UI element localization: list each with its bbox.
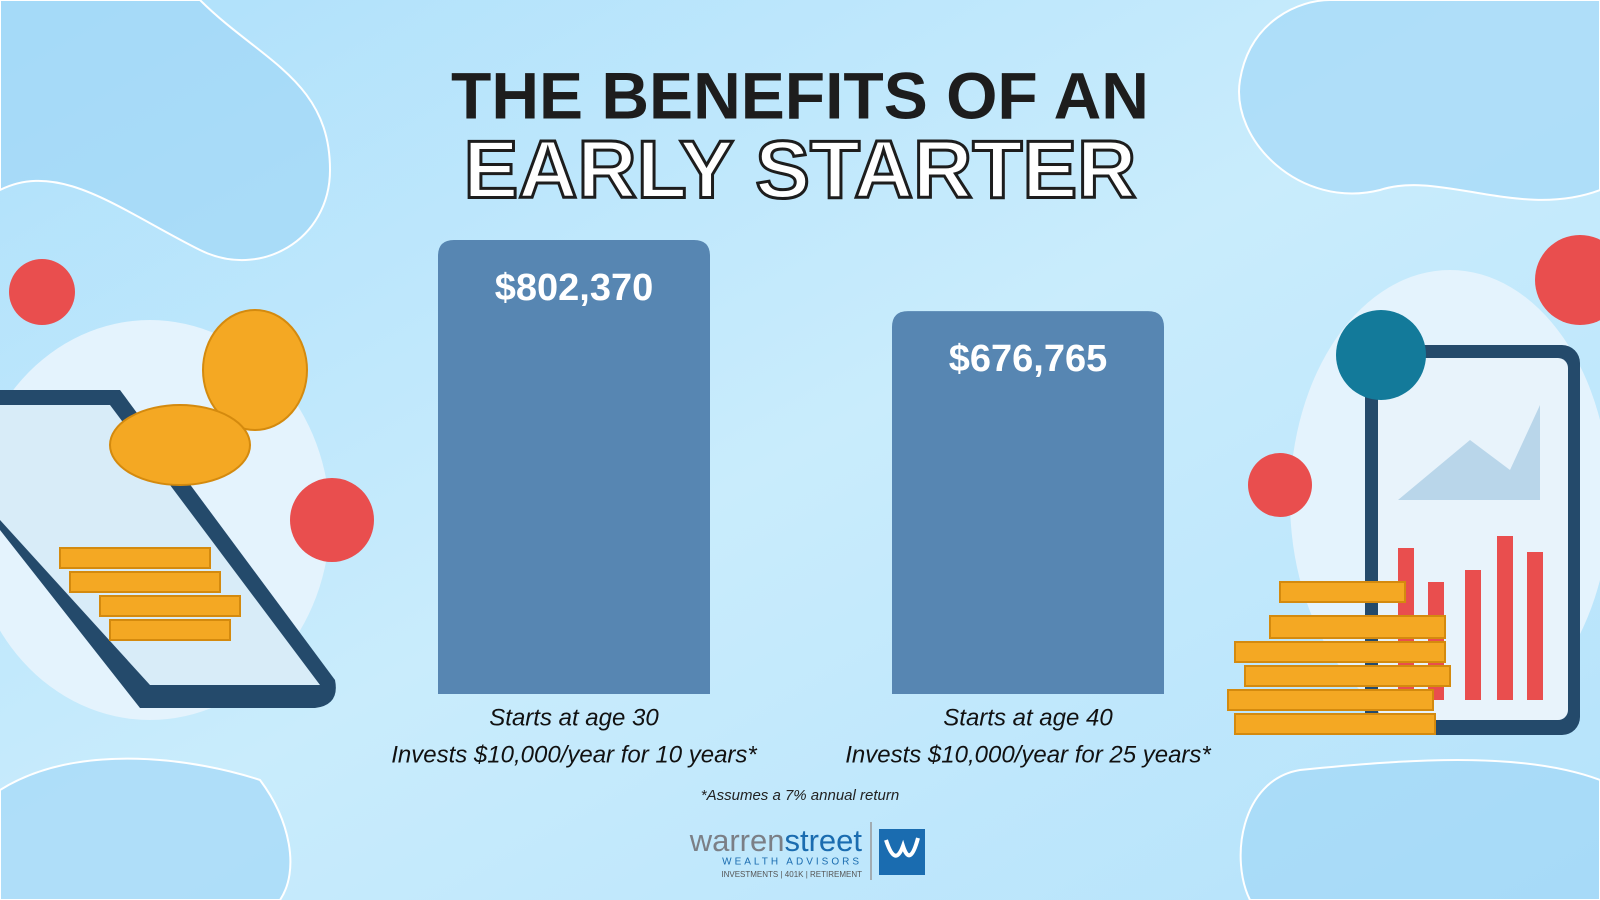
footnote: *Assumes a 7% annual return <box>701 787 899 804</box>
logo: street warren WEALTH ADVISORS INVESTMENT… <box>689 822 925 880</box>
logo-name-first: warren <box>689 823 785 858</box>
value-label: $676,765 <box>949 338 1108 380</box>
logo-name-second: street <box>784 823 862 858</box>
logo-services: INVESTMENTS | 401K | RETIREMENT <box>721 870 862 879</box>
chart-subtitle: EARLY STARTER <box>464 125 1137 216</box>
x-tick-label: Starts at age 30 <box>489 704 659 731</box>
bar <box>892 311 1164 694</box>
bar <box>438 240 710 694</box>
logo-tagline: WEALTH ADVISORS <box>722 857 862 868</box>
category-description: Invests $10,000/year for 10 years* <box>391 741 757 768</box>
value-label: $802,370 <box>495 267 654 309</box>
decor-right-illustration <box>1227 235 1600 735</box>
chart-title: THE BENEFITS OF AN <box>451 58 1149 132</box>
category-description: Invests $10,000/year for 25 years* <box>845 741 1211 768</box>
x-tick-label: Starts at age 40 <box>943 704 1113 731</box>
decor-left-illustration <box>0 259 374 720</box>
